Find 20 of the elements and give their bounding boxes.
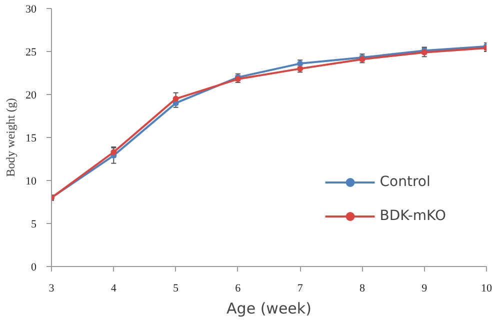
y-tick-label: 10 bbox=[26, 176, 37, 188]
x-tick-label: 10 bbox=[481, 282, 492, 294]
point bbox=[172, 96, 179, 102]
x-tick-label: 3 bbox=[48, 282, 55, 294]
y-tick-label: 15 bbox=[26, 132, 37, 144]
x-tick-label: 9 bbox=[422, 282, 428, 294]
x-tick-label: 7 bbox=[297, 282, 304, 294]
y-tick-label: 25 bbox=[26, 46, 37, 58]
y-axis-title: Body weight (g) bbox=[4, 98, 18, 177]
y-tick-label: 0 bbox=[31, 262, 37, 274]
y-tick-label: 5 bbox=[31, 218, 37, 230]
y-tick-label: 30 bbox=[26, 4, 37, 16]
x-tick-label: 6 bbox=[235, 282, 242, 294]
x-axis-title: Age (week) bbox=[226, 300, 312, 318]
x-tick-label: 8 bbox=[359, 282, 366, 294]
legend-label: BDK-mKO bbox=[380, 208, 446, 224]
x-tick-label: 4 bbox=[110, 282, 117, 294]
x-tick-label: 5 bbox=[173, 282, 180, 294]
legend-label: Control bbox=[380, 174, 430, 190]
y-tick-label: 20 bbox=[26, 90, 37, 102]
